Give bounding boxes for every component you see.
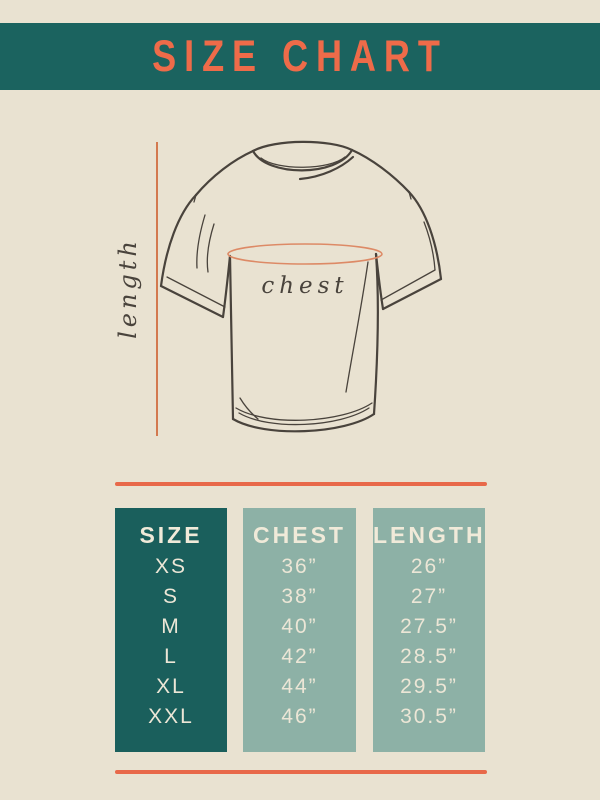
- size-cell: XXL: [148, 705, 194, 728]
- length-column-header: LENGTH: [373, 522, 486, 548]
- chest-cell: 46”: [281, 705, 318, 728]
- chest-cell: 44”: [281, 675, 318, 698]
- length-column: LENGTH 26” 27” 27.5” 28.5” 29.5” 30.5”: [373, 508, 485, 752]
- chest-cell: 38”: [281, 585, 318, 608]
- size-cell: M: [161, 615, 181, 638]
- length-cell: 29.5”: [400, 675, 458, 698]
- size-column: SIZE XS S M L XL XXL: [115, 508, 227, 752]
- bottom-separator-line: [115, 770, 487, 774]
- chest-column: CHEST 36” 38” 40” 42” 44” 46”: [243, 508, 356, 752]
- size-column-header: SIZE: [139, 522, 203, 548]
- size-cell: S: [162, 585, 179, 608]
- header-band: SIZE CHART: [0, 23, 600, 90]
- size-cell: XL: [156, 675, 186, 698]
- chest-column-header: CHEST: [253, 522, 346, 548]
- length-cell: 26”: [410, 555, 448, 578]
- top-separator-line: [115, 482, 487, 486]
- length-measure-line: [156, 142, 158, 436]
- chest-cell: 36”: [281, 555, 318, 578]
- chest-measure-ellipse: [227, 243, 383, 265]
- length-cell: 27”: [410, 585, 448, 608]
- size-cell: XS: [154, 555, 187, 578]
- size-cell: L: [164, 645, 178, 668]
- chest-label: chest: [261, 273, 349, 299]
- length-label: length: [114, 237, 142, 339]
- page-title: SIZE CHART: [152, 31, 448, 81]
- chest-cell: 40”: [281, 615, 318, 638]
- length-cell: 27.5”: [400, 615, 458, 638]
- tshirt-sketch-icon: [159, 140, 443, 433]
- length-cell: 28.5”: [400, 645, 458, 668]
- chest-cell: 42”: [281, 645, 318, 668]
- length-cell: 30.5”: [400, 705, 458, 728]
